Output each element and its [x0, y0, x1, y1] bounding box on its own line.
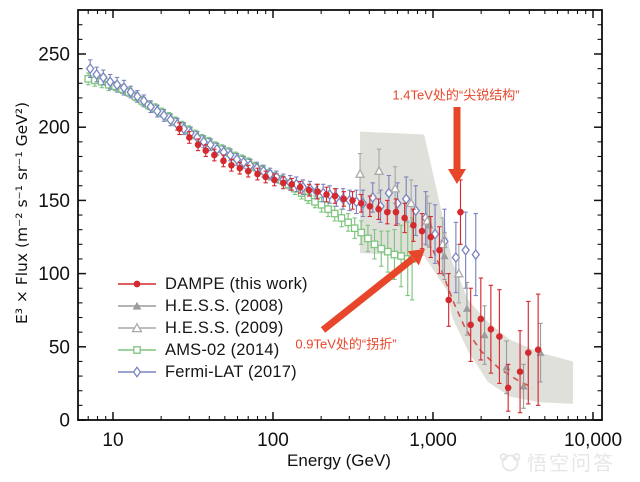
legend-label-hess-2009: H.E.S.S. (2009) [165, 318, 284, 337]
x-tick-label: 100 [257, 430, 289, 451]
y-tick-label: 50 [49, 337, 70, 358]
annotation-0p9tev-break: 0.9TeV处的“拐折” [295, 336, 397, 352]
legend-label-dampe: DAMPE (this work) [165, 274, 308, 293]
fermi-open-diamond-icon [118, 366, 156, 378]
legend-item-ams02: AMS-02 (2014) [116, 339, 308, 361]
x-tick-label: 10 [102, 430, 123, 451]
watermark-text: 悟空问答 [527, 453, 615, 475]
legend-item-fermi: Fermi-LAT (2017) [116, 361, 308, 383]
legend: DAMPE (this work) H.E.S.S. (2008) H.E.S.… [116, 273, 308, 383]
hess-systematic-band [360, 131, 574, 404]
legend-label-hess-2008: H.E.S.S. (2008) [165, 296, 284, 315]
y-tick-label: 250 [38, 45, 70, 66]
legend-item-hess-2009: H.E.S.S. (2009) [116, 317, 308, 339]
x-tick-label: 1,000 [409, 430, 457, 451]
annotation-1p4tev-peak: 1.4TeV处的“尖锐结构” [392, 87, 520, 103]
hess2009-open-triangle-icon [118, 322, 156, 333]
legend-item-dampe: DAMPE (this work) [116, 273, 308, 295]
dampe-filled-circle-icon [118, 280, 156, 288]
arrow-to-0p9tev-break [407, 249, 425, 266]
ams02-open-square-icon [118, 346, 156, 354]
series-dampe [176, 122, 542, 414]
y-tick-label: 200 [38, 118, 70, 139]
legend-label-fermi: Fermi-LAT (2017) [165, 362, 297, 381]
plot-frame [77, 9, 603, 421]
x-tick-label: 10,000 [564, 430, 622, 451]
legend-label-ams02: AMS-02 (2014) [165, 340, 280, 359]
y-tick-label: 0 [59, 411, 70, 432]
y-tick-label: 150 [38, 191, 70, 212]
y-axis-label: E³ × Flux (m⁻² s⁻¹ sr⁻¹ GeV²) [13, 101, 31, 325]
watermark: 悟空问答 [498, 447, 615, 476]
x-axis-label: Energy (GeV) [287, 451, 391, 470]
y-tick-label: 100 [38, 264, 70, 285]
arrow-to-1p4tev-peak [448, 169, 466, 184]
hess2008-filled-triangle-icon [118, 301, 156, 310]
legend-item-hess-2008: H.E.S.S. (2008) [116, 295, 308, 317]
dampe-fit-line [432, 249, 534, 389]
wukong-logo-icon [499, 452, 521, 471]
series-hess2009 [354, 148, 464, 304]
